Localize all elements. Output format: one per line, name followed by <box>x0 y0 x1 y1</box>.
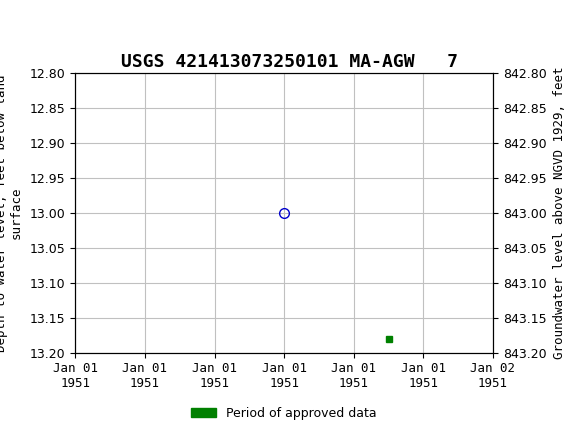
Text: ▒USGS: ▒USGS <box>17 15 76 37</box>
Text: USGS 421413073250101 MA-AGW   7: USGS 421413073250101 MA-AGW 7 <box>121 53 459 71</box>
Y-axis label: Depth to water level, feet below land
surface: Depth to water level, feet below land su… <box>0 74 23 352</box>
Legend: Period of approved data: Period of approved data <box>186 402 382 424</box>
Y-axis label: Groundwater level above NGVD 1929, feet: Groundwater level above NGVD 1929, feet <box>553 67 567 359</box>
